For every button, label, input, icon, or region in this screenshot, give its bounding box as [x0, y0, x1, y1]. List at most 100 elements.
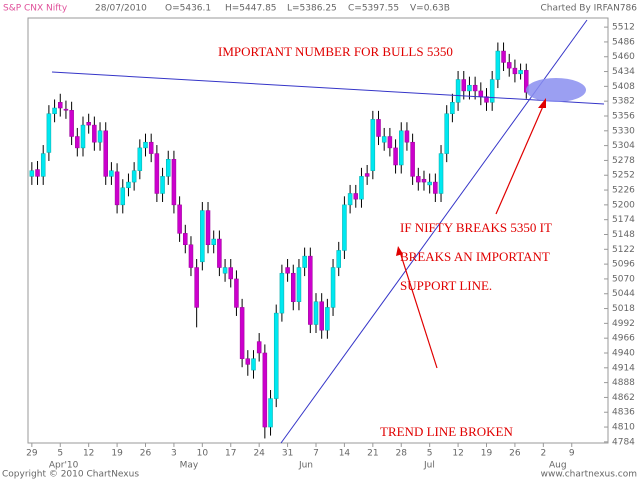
- candle-body: [518, 70, 523, 75]
- candle-body: [183, 233, 188, 245]
- annotation: TREND LINE BROKEN: [380, 424, 513, 439]
- candle-body: [273, 312, 279, 399]
- arrow: [399, 251, 438, 369]
- y-tick-label: 5330: [612, 126, 635, 136]
- annotation: IMPORTANT NUMBER FOR BULLS 5350: [218, 44, 453, 59]
- candle-body: [75, 136, 80, 149]
- candle-body: [296, 267, 302, 302]
- y-tick-label: 4862: [612, 393, 635, 403]
- y-tick-label: 5382: [612, 97, 635, 107]
- candle-body: [35, 169, 40, 177]
- candle-body: [188, 244, 194, 268]
- candle-body: [381, 136, 387, 143]
- candle-body: [103, 130, 108, 177]
- candle-body: [370, 119, 376, 171]
- y-tick-label: 5460: [612, 52, 635, 62]
- candle-body: [256, 341, 262, 354]
- y-tick-label: 5174: [612, 215, 635, 225]
- candle-body: [455, 79, 461, 103]
- x-tick-label: 5: [57, 449, 63, 459]
- candle-body: [194, 267, 199, 308]
- candle-body: [211, 238, 216, 245]
- candle-body: [279, 272, 285, 314]
- month-label: Jul: [423, 461, 435, 471]
- x-tick-label: 26: [509, 449, 521, 459]
- x-tick-label: 24: [253, 449, 265, 459]
- candle-body: [239, 307, 245, 359]
- candle-body: [512, 67, 518, 75]
- x-tick-label: 26: [140, 449, 152, 459]
- candle-body: [353, 193, 359, 200]
- candle-body: [387, 136, 393, 149]
- candle-body: [285, 267, 290, 274]
- month-label: Aug: [549, 461, 567, 471]
- candle-body: [421, 178, 427, 183]
- candle-body: [251, 358, 256, 371]
- candle-body: [501, 50, 506, 63]
- candle-body: [29, 170, 35, 177]
- candle-body: [148, 141, 154, 154]
- candle-body: [154, 153, 160, 194]
- y-tick-label: 5200: [612, 200, 635, 210]
- y-tick-label: 5096: [612, 260, 635, 270]
- candle-body: [80, 124, 86, 149]
- y-tick-label: 5148: [612, 230, 635, 240]
- copyright: Copyright © 2010 ChartNexus: [2, 470, 139, 480]
- candle-body: [200, 210, 205, 263]
- header-open: O=5436.1: [165, 4, 211, 14]
- x-tick-label: 21: [367, 449, 378, 459]
- annotation: SUPPORT LINE.: [400, 278, 492, 293]
- x-tick-label: 28: [396, 449, 408, 459]
- y-tick-label: 4888: [612, 378, 635, 388]
- y-tick-label: 5226: [612, 186, 635, 196]
- x-tick-label: 29: [26, 449, 38, 459]
- candle-body: [319, 301, 324, 331]
- y-tick-label: 4914: [612, 363, 635, 373]
- header-high: H=5447.85: [225, 4, 277, 14]
- x-tick-label: 7: [313, 449, 319, 459]
- candle-body: [461, 79, 467, 92]
- y-tick-label: 4836: [612, 408, 635, 418]
- candle-body: [342, 204, 347, 251]
- x-tick-label: 12: [83, 449, 94, 459]
- y-tick-label: 5018: [612, 304, 635, 314]
- candle-body: [489, 79, 495, 103]
- y-tick-label: 5408: [612, 82, 635, 92]
- candle-body: [359, 176, 364, 200]
- y-tick-label: 5356: [612, 111, 635, 121]
- candle-body: [364, 173, 370, 177]
- candle-body: [308, 255, 313, 325]
- candle-body: [222, 267, 228, 274]
- candle-body: [484, 96, 489, 103]
- website: www.chartnexus.com: [541, 470, 637, 480]
- x-tick-label: 3: [171, 449, 177, 459]
- candle-body: [63, 108, 69, 111]
- candle-body: [126, 181, 131, 189]
- candle-body: [58, 102, 63, 109]
- candle-body: [433, 181, 438, 194]
- x-tick-label: 9: [569, 449, 575, 459]
- x-tick-label: 19: [111, 449, 123, 459]
- candle-body: [336, 250, 341, 268]
- candle-body: [291, 272, 296, 302]
- header-volume: V=0.63B: [410, 4, 450, 14]
- x-tick-label: 17: [225, 449, 236, 459]
- candle-body: [97, 130, 103, 143]
- y-tick-label: 5122: [612, 245, 635, 255]
- candle-body: [234, 278, 239, 308]
- candle-body: [450, 102, 455, 114]
- annotation: BREAKS AN IMPORTANT: [400, 249, 550, 264]
- header-date: 28/07/2010: [95, 4, 147, 14]
- y-tick-label: 5252: [612, 171, 635, 181]
- candle-body: [438, 153, 444, 194]
- candle-body: [416, 176, 421, 183]
- candle-body: [177, 204, 182, 234]
- symbol: S&P CNX Nifty: [3, 4, 68, 14]
- resistance-line: [51, 71, 605, 105]
- arrow-head: [396, 246, 403, 256]
- candle-body: [131, 170, 137, 183]
- month-label: May: [180, 461, 199, 471]
- candle-body: [506, 62, 512, 69]
- y-tick-label: 4940: [612, 348, 635, 358]
- candle-body: [165, 159, 171, 177]
